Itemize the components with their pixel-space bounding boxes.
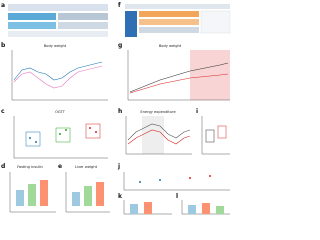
- plot-b: [11, 50, 108, 101]
- plot-i: [201, 116, 230, 155]
- panel-letter: g: [118, 42, 122, 49]
- panel-letter: i: [196, 108, 198, 115]
- plot-j: [123, 172, 230, 191]
- schematic-a: [8, 4, 108, 37]
- panel-letter: h: [118, 108, 122, 115]
- panel-letter: j: [117, 163, 120, 170]
- panel-letter: b: [1, 42, 6, 49]
- plot-d: [9, 172, 56, 213]
- panel-letter: k: [118, 193, 123, 200]
- panel-letter: a: [1, 2, 5, 9]
- plot-g: [127, 50, 230, 101]
- plot-k: [123, 200, 172, 215]
- plot-c: [13, 116, 108, 159]
- panel-title: Body weight: [44, 44, 67, 48]
- panel-letter: e: [58, 163, 62, 170]
- panel-letter: f: [118, 2, 121, 9]
- plot-l: [181, 200, 230, 215]
- panel-title: Liver weight: [75, 165, 98, 169]
- panel-letter: c: [1, 108, 5, 115]
- schematic-f: [125, 4, 231, 37]
- plot-e: [65, 172, 110, 213]
- panel-title: Energy expenditure: [140, 110, 176, 114]
- panel-title: OGTT: [55, 110, 66, 114]
- panel-title: Body weight: [159, 44, 182, 48]
- panel-letter: l: [176, 193, 178, 200]
- panel-title: Fasting insulin: [17, 165, 43, 169]
- panel-letter: d: [1, 163, 5, 170]
- plot-h: [125, 116, 192, 155]
- figure: a f b Body weight g Body weight c OGTT h…: [1, 2, 231, 215]
